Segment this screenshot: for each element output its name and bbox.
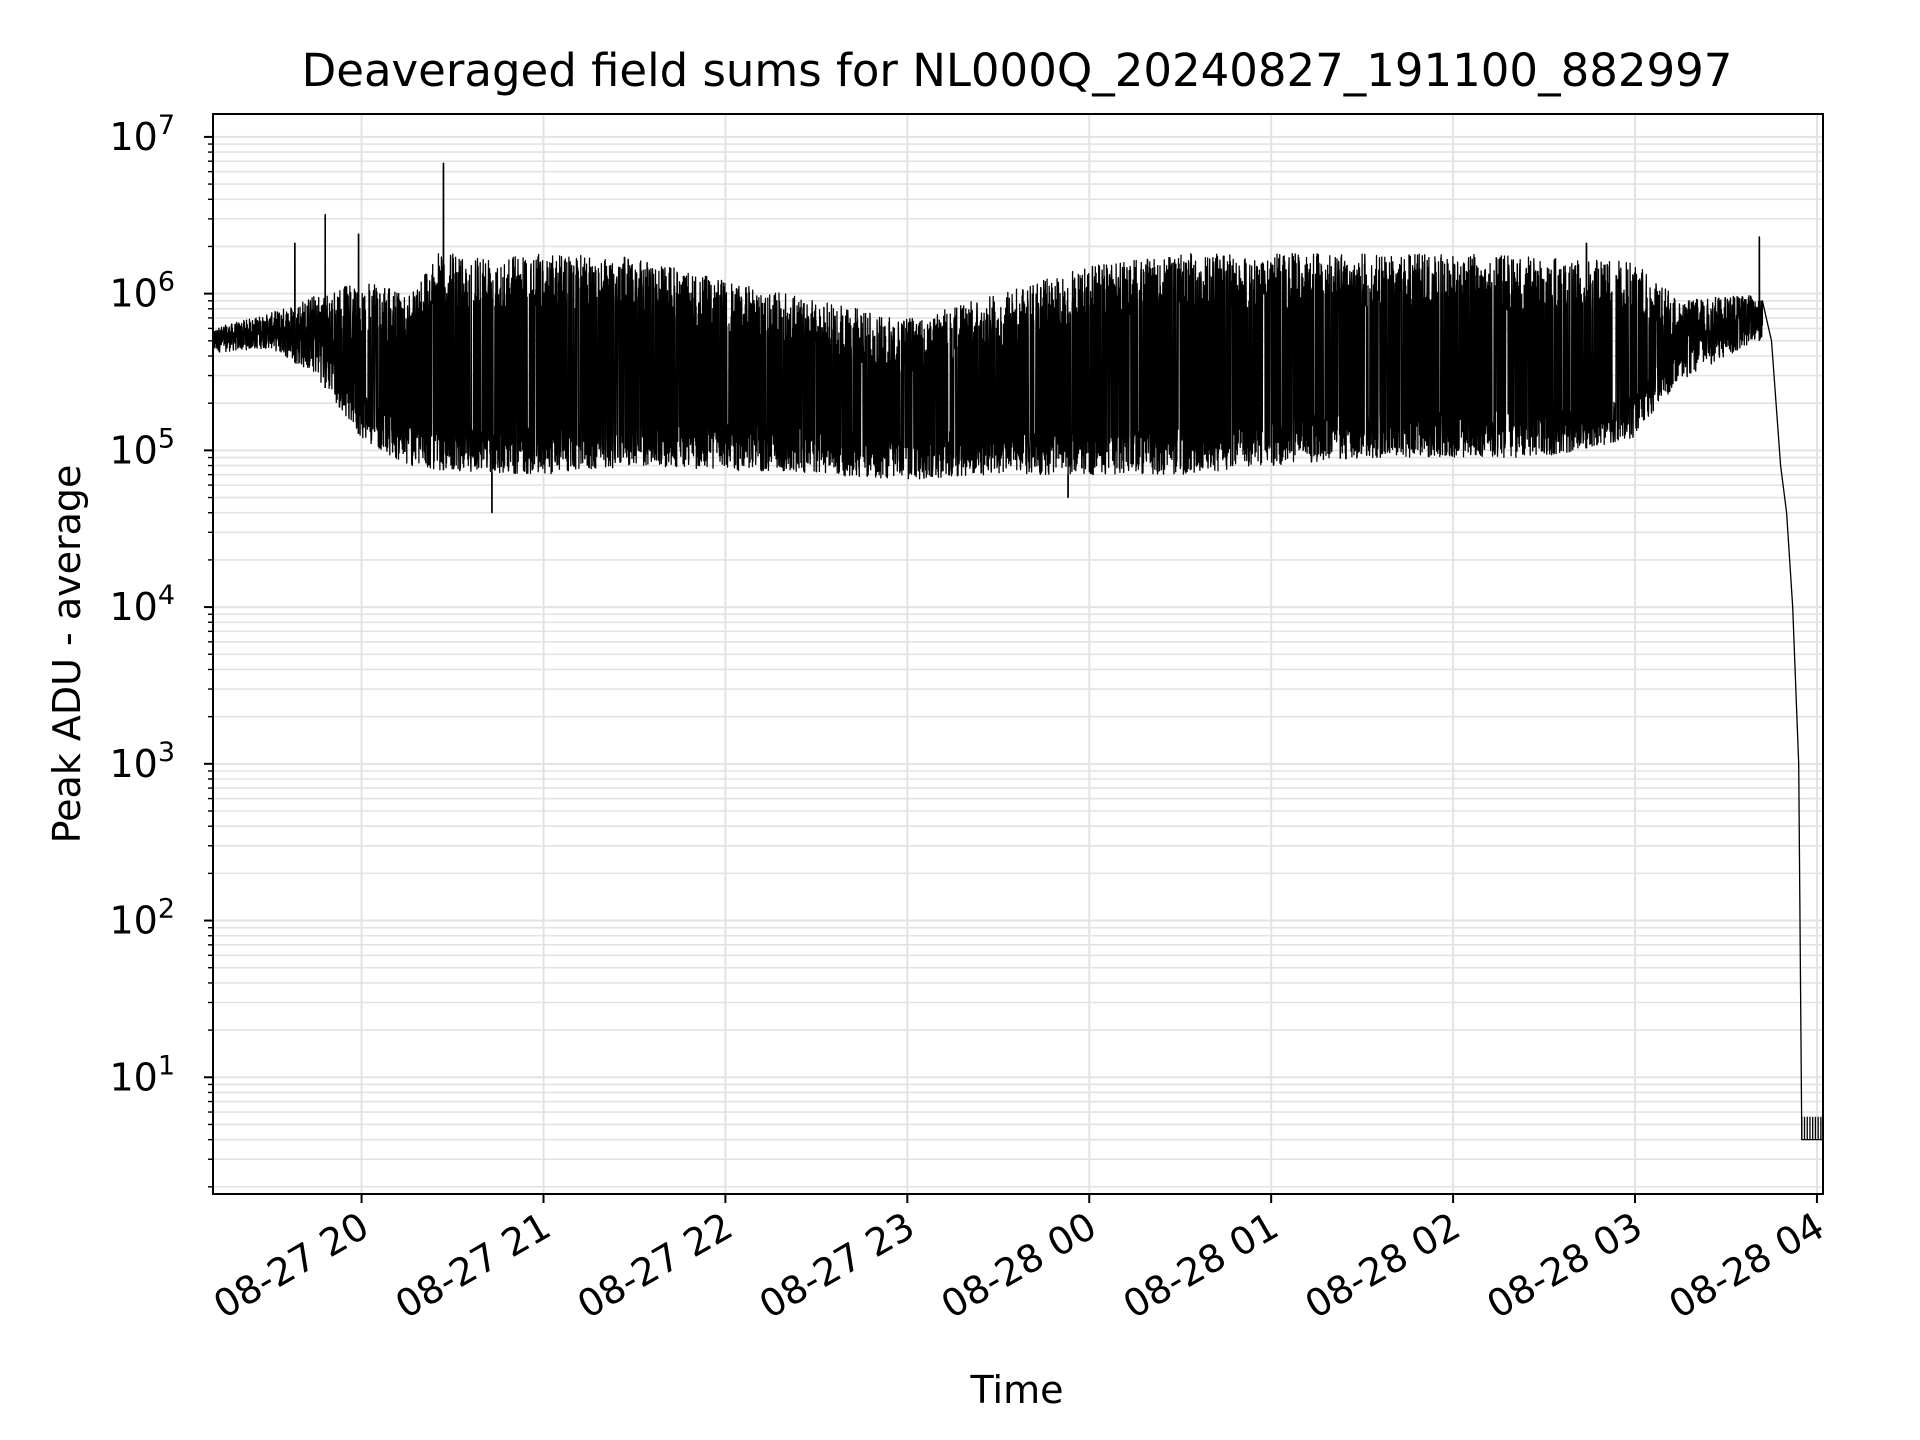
y-tick-label: 104 [109, 580, 175, 629]
chart-title: Deaveraged field sums for NL000Q_2024082… [302, 44, 1733, 97]
y-tick-label: 105 [109, 423, 175, 472]
series-line-path [212, 162, 1823, 1141]
series-line [212, 162, 1823, 1141]
y-axis-label: Peak ADU - average [45, 465, 89, 844]
x-axis-label: Time [970, 1368, 1064, 1412]
y-tick-label: 101 [109, 1050, 175, 1099]
y-tick-label: 102 [109, 894, 175, 943]
y-tick-label: 107 [109, 110, 175, 159]
plot-area [212, 113, 1824, 1195]
y-axis: 101 102 103 104 105 106 107 [109, 110, 213, 1188]
y-tick-label: 103 [109, 737, 175, 786]
y-tick-label: 106 [109, 267, 175, 316]
